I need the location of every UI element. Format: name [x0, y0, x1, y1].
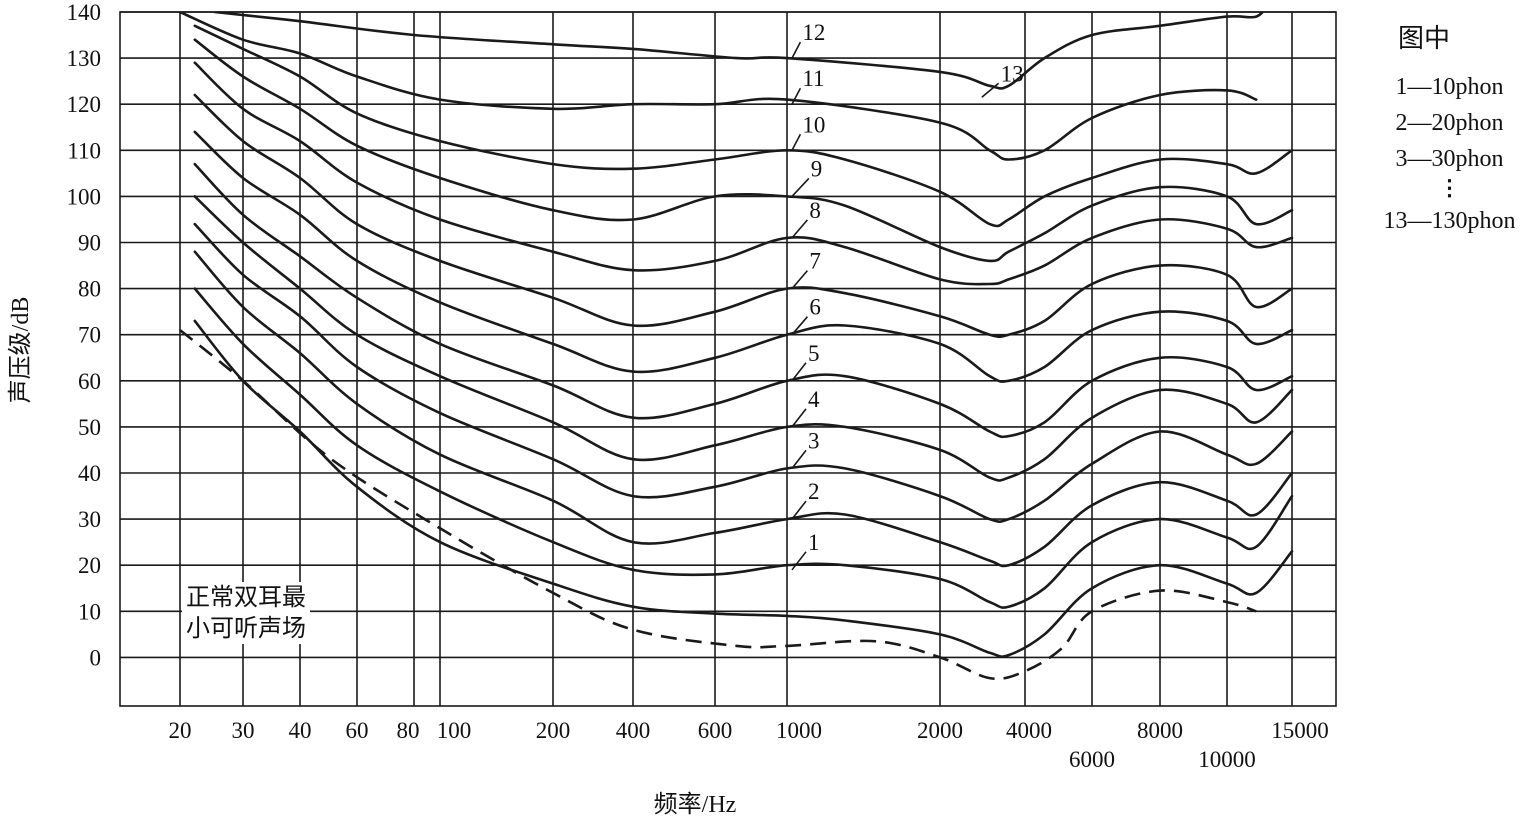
y-tick-label: 0	[90, 645, 102, 670]
y-tick-label: 60	[78, 369, 101, 394]
curve-label-leader	[791, 551, 807, 571]
x-tick-label: 10000	[1198, 747, 1256, 772]
curve-label-leader	[981, 82, 1000, 98]
legend-entry: 3—30phon	[1395, 146, 1504, 172]
loudness-curve-2	[193, 287, 1294, 609]
loudness-curve-6	[193, 162, 1294, 439]
loudness-curve-3	[193, 250, 1294, 568]
threshold-annotation: 正常双耳最 小可听声场	[182, 582, 310, 644]
x-tick-label: 600	[698, 718, 733, 743]
y-tick-label: 100	[67, 184, 102, 209]
legend-entry: 13—130phon	[1383, 208, 1516, 234]
loudness-curve-7	[193, 130, 1294, 383]
x-tick-label: 400	[616, 718, 651, 743]
y-axis-title: 声压级/dB	[7, 297, 34, 404]
curve-label-leader	[791, 362, 807, 382]
x-tick-label: 100	[437, 718, 472, 743]
x-axis-ticks: 20 30 40 60 80 100 200 400 600 1000 2000 4000 6000 80…	[169, 718, 1329, 772]
y-tick-label: 90	[78, 231, 101, 256]
curve-label: 8	[809, 198, 821, 223]
y-tick-label: 50	[78, 415, 101, 440]
hearing-threshold-curve	[179, 329, 1257, 681]
y-tick-label: 130	[67, 46, 102, 71]
y-tick-label: 40	[78, 461, 101, 486]
loudness-curve-9	[193, 61, 1294, 286]
y-tick-label: 30	[78, 507, 101, 532]
x-tick-label: 6000	[1069, 747, 1115, 772]
x-tick-label: 200	[536, 718, 571, 743]
y-tick-label: 70	[78, 323, 101, 348]
curve-label: 4	[808, 387, 820, 412]
curve-label: 9	[811, 156, 823, 181]
legend: 图中 1—10phon 2—20phon 3—30phon ⋮ 13—130ph…	[1362, 18, 1537, 239]
curve-label: 13	[1001, 61, 1024, 86]
loudness-curve-4	[193, 222, 1294, 523]
y-tick-label: 80	[78, 277, 101, 302]
curve-label: 6	[809, 295, 821, 320]
curve-label-leader	[791, 408, 807, 428]
y-tick-label: 20	[78, 553, 101, 578]
curve-label: 10	[802, 112, 825, 137]
curve-label: 12	[802, 20, 825, 45]
y-tick-label: 120	[67, 92, 102, 117]
x-tick-label: 60	[346, 718, 369, 743]
legend-ellipsis: ⋮	[1438, 175, 1461, 200]
curve-label: 5	[808, 341, 820, 366]
x-axis-title: 频率/Hz	[654, 791, 737, 818]
loudness-curve-12	[178, 12, 1258, 161]
curve-label: 2	[808, 479, 820, 504]
curve-label-leader	[791, 449, 807, 469]
curve-label-leader	[791, 316, 809, 336]
x-tick-label: 1000	[776, 718, 822, 743]
legend-entry: 2—20phon	[1395, 110, 1504, 136]
x-tick-label: 2000	[917, 718, 963, 743]
legend-entry: 1—10phon	[1395, 74, 1504, 100]
x-tick-label: 8000	[1137, 718, 1183, 743]
curve-label: 7	[809, 249, 821, 274]
curve-label-leader	[791, 87, 802, 105]
loudness-curve-11	[193, 24, 1294, 228]
curves	[178, 12, 1294, 681]
curve-label: 1	[808, 530, 820, 555]
x-tick-label: 30	[232, 718, 255, 743]
loudness-curve-5	[193, 195, 1294, 482]
curve-label-leader	[791, 133, 802, 151]
y-tick-label: 140	[67, 0, 102, 25]
y-axis-ticks: 0 10 20 30 40 50 60 70 80 90 100 110 120 130 140	[67, 0, 102, 670]
curve-label: 3	[808, 428, 820, 453]
annotation-line-2: 小可听声场	[186, 614, 306, 642]
x-tick-label: 15000	[1271, 718, 1329, 743]
legend-title: 图中	[1398, 24, 1451, 53]
curve-label-leader	[791, 177, 810, 197]
y-tick-label: 10	[78, 599, 101, 624]
loudness-curve-1	[193, 319, 1294, 658]
curve-label: 11	[802, 66, 824, 91]
x-tick-label: 80	[397, 718, 420, 743]
annotation-line-1: 正常双耳最	[186, 583, 306, 611]
x-tick-label: 4000	[1006, 718, 1052, 743]
y-tick-label: 110	[67, 138, 101, 163]
curve-label-leader	[791, 270, 809, 290]
curve-label-leader	[791, 500, 807, 520]
loudness-curve-8	[193, 93, 1294, 339]
loudness-curve-10	[193, 38, 1294, 263]
loudness-curve-13	[213, 12, 1265, 90]
x-tick-label: 40	[289, 718, 312, 743]
curve-label-leader	[791, 219, 809, 239]
x-tick-label: 20	[169, 718, 192, 743]
curve-label-leader	[791, 41, 802, 59]
